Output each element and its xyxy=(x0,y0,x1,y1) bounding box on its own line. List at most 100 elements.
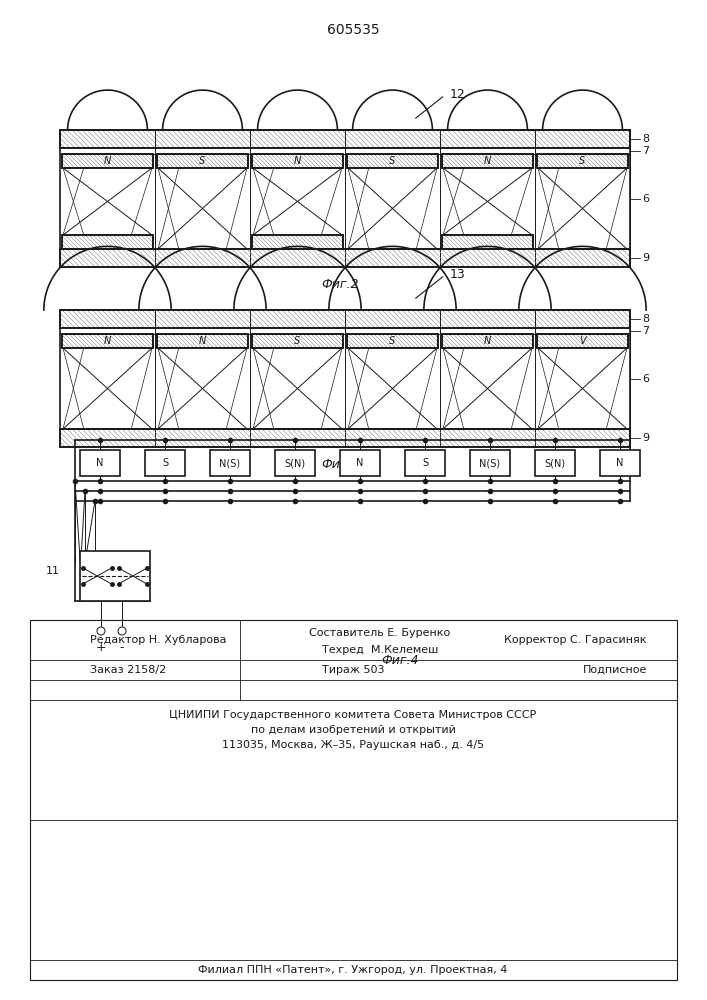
Bar xyxy=(60,130,630,148)
Bar xyxy=(62,334,153,348)
Text: V: V xyxy=(579,336,586,346)
Text: -: - xyxy=(119,641,124,654)
Bar xyxy=(60,310,630,328)
Bar xyxy=(252,334,343,348)
Bar xyxy=(537,154,628,168)
Text: 11: 11 xyxy=(46,566,60,576)
Text: S(N): S(N) xyxy=(544,458,566,468)
Bar xyxy=(62,154,153,168)
Text: N: N xyxy=(104,156,111,166)
Text: Заказ 2158/2: Заказ 2158/2 xyxy=(90,665,166,675)
Text: S: S xyxy=(422,458,428,468)
Bar xyxy=(347,334,438,348)
Bar xyxy=(252,154,343,168)
Bar xyxy=(537,334,628,348)
Bar xyxy=(347,154,438,168)
Bar xyxy=(157,154,248,168)
Text: S: S xyxy=(390,336,396,346)
Text: S: S xyxy=(199,156,206,166)
Bar xyxy=(537,334,628,348)
Text: N: N xyxy=(294,156,301,166)
Text: 8: 8 xyxy=(642,134,649,144)
Bar xyxy=(442,154,533,168)
Text: Тираж 503: Тираж 503 xyxy=(322,665,384,675)
Bar xyxy=(60,310,630,429)
Bar xyxy=(442,154,533,168)
Bar xyxy=(252,334,343,348)
Text: по делам изобретений и открытий: по делам изобретений и открытий xyxy=(250,725,455,735)
Text: 113035, Москва, Ж–35, Раушская наб., д. 4/5: 113035, Москва, Ж–35, Раушская наб., д. … xyxy=(222,740,484,750)
Text: N(S): N(S) xyxy=(479,458,501,468)
Bar xyxy=(535,450,575,476)
Bar xyxy=(347,334,438,348)
Bar xyxy=(442,235,533,249)
Bar xyxy=(80,450,120,476)
Bar xyxy=(60,429,630,447)
Text: S(N): S(N) xyxy=(284,458,305,468)
Text: 8: 8 xyxy=(642,314,649,324)
Bar xyxy=(62,235,153,249)
Bar xyxy=(157,334,248,348)
Bar xyxy=(252,235,343,249)
Bar xyxy=(210,450,250,476)
Text: N: N xyxy=(104,336,111,346)
Text: 6: 6 xyxy=(642,194,649,204)
Bar xyxy=(600,450,640,476)
Text: Фиг.2: Фиг.2 xyxy=(321,278,358,292)
Text: Техред  М.Келемеш: Техред М.Келемеш xyxy=(322,645,438,655)
Text: S: S xyxy=(294,336,300,346)
Text: Составитель Е. Буренко: Составитель Е. Буренко xyxy=(310,628,450,638)
Text: 605535: 605535 xyxy=(327,23,380,37)
Bar xyxy=(442,334,533,348)
Text: 7: 7 xyxy=(642,326,649,336)
Bar xyxy=(60,130,630,148)
Text: S: S xyxy=(390,156,396,166)
Bar xyxy=(470,450,510,476)
Bar xyxy=(442,235,533,249)
Text: N: N xyxy=(356,458,363,468)
Bar xyxy=(62,334,153,348)
Text: N: N xyxy=(96,458,104,468)
Bar xyxy=(537,154,628,168)
Text: N: N xyxy=(484,336,491,346)
Bar xyxy=(60,310,630,328)
Text: Фиг.3: Фиг.3 xyxy=(321,458,358,472)
Text: Корректор С. Гарасиняк: Корректор С. Гарасиняк xyxy=(505,635,647,645)
Text: 9: 9 xyxy=(642,433,649,443)
Bar xyxy=(252,154,343,168)
Text: ЦНИИПИ Государственного комитета Совета Министров СССР: ЦНИИПИ Государственного комитета Совета … xyxy=(170,710,537,720)
Bar xyxy=(60,249,630,267)
Bar xyxy=(157,154,248,168)
Text: 9: 9 xyxy=(642,253,649,263)
Text: Редактор Н. Хубларова: Редактор Н. Хубларова xyxy=(90,635,226,645)
Bar xyxy=(252,235,343,249)
Text: 7: 7 xyxy=(642,146,649,156)
Text: N: N xyxy=(199,336,206,346)
Bar xyxy=(347,154,438,168)
Text: S: S xyxy=(579,156,585,166)
Text: +: + xyxy=(95,641,106,654)
Bar xyxy=(62,154,153,168)
Text: 13: 13 xyxy=(450,268,466,282)
Text: N(S): N(S) xyxy=(219,458,240,468)
Text: Подписное: Подписное xyxy=(583,665,647,675)
Bar xyxy=(30,620,677,980)
Bar xyxy=(405,450,445,476)
Bar xyxy=(60,429,630,447)
Bar xyxy=(157,334,248,348)
Text: Фиг.4: Фиг.4 xyxy=(381,654,419,668)
Bar xyxy=(62,235,153,249)
Text: 12: 12 xyxy=(450,89,466,102)
Bar xyxy=(275,450,315,476)
Text: Филиал ППН «Патент», г. Ужгород, ул. Проектная, 4: Филиал ППН «Патент», г. Ужгород, ул. Про… xyxy=(198,965,508,975)
Bar xyxy=(60,249,630,267)
Text: N: N xyxy=(484,156,491,166)
Bar xyxy=(145,450,185,476)
Bar xyxy=(442,334,533,348)
Bar xyxy=(80,551,150,601)
Bar xyxy=(60,130,630,249)
Bar xyxy=(340,450,380,476)
Text: N: N xyxy=(617,458,624,468)
Text: 6: 6 xyxy=(642,373,649,383)
Text: S: S xyxy=(162,458,168,468)
